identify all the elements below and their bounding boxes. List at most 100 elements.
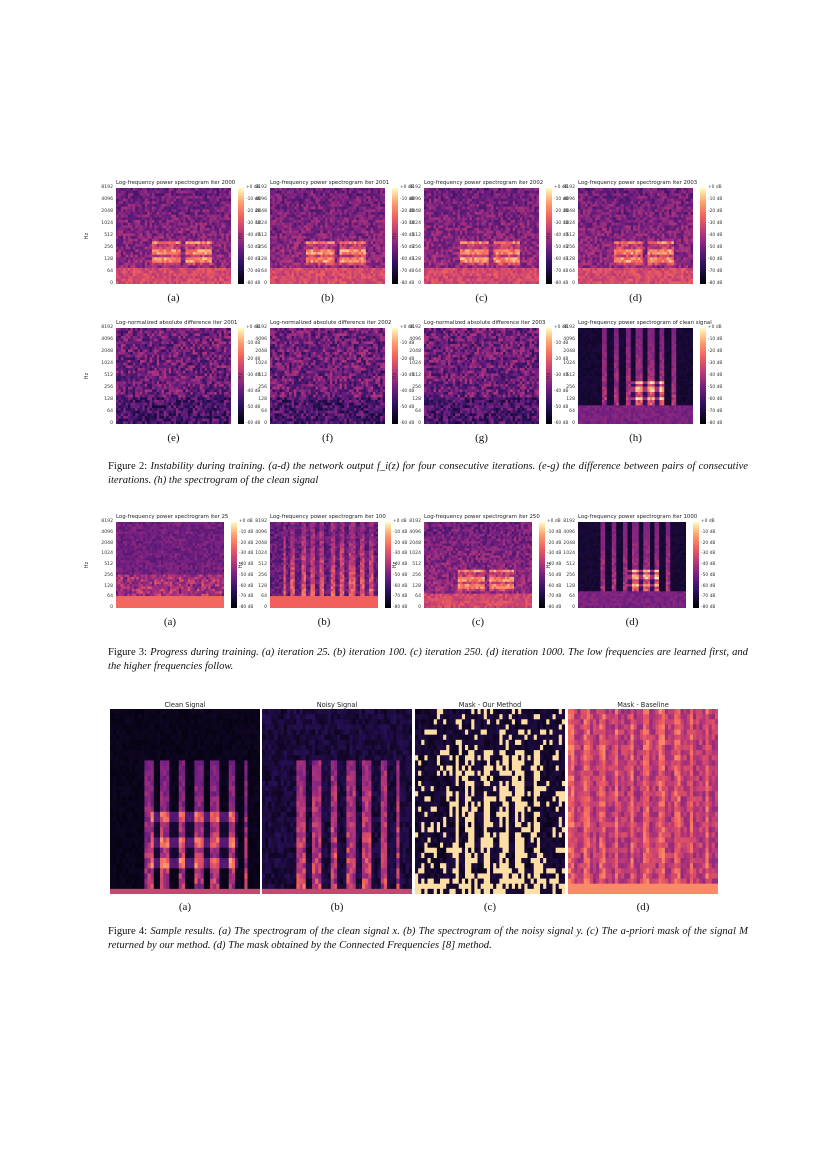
colorbar-tick-label: -30 dB xyxy=(554,221,568,226)
subfigure-label: (b) xyxy=(304,616,344,628)
panel-title: Log-frequency power spectrogram iter 100 xyxy=(270,514,386,520)
y-tick-label: 1024 xyxy=(93,551,113,556)
y-tick-label: 8192 xyxy=(555,325,575,330)
y-tick-label: 64 xyxy=(401,269,421,274)
y-tick-label: 1024 xyxy=(247,361,267,366)
result-spectrogram-image xyxy=(110,709,260,894)
panel-title: Log-frequency power spectrogram iter 200… xyxy=(270,180,389,186)
colorbar-tick-label: -60 dB xyxy=(393,584,407,589)
y-tick-label: 0 xyxy=(93,605,113,610)
colorbar-tick-label: -40 dB xyxy=(708,373,722,378)
subfigure-label: (d) xyxy=(623,901,663,913)
spectrogram-image xyxy=(116,188,231,284)
y-tick-label: 512 xyxy=(93,562,113,567)
colorbar xyxy=(700,328,706,424)
y-tick-label: 128 xyxy=(247,257,267,262)
y-tick-label: 4096 xyxy=(555,530,575,535)
y-axis-label: Hz xyxy=(238,562,244,568)
colorbar-tick-label: -50 dB xyxy=(393,573,407,578)
y-tick-label: 1024 xyxy=(93,221,113,226)
colorbar-tick-label: -50 dB xyxy=(701,573,715,578)
y-axis-label: Hz xyxy=(238,373,244,379)
y-tick-label: 4096 xyxy=(93,530,113,535)
colorbar-tick-label: -60 dB xyxy=(246,421,260,426)
colorbar-tick-label: +0 dB xyxy=(708,185,722,190)
colorbar-tick-label: -40 dB xyxy=(708,233,722,238)
colorbar xyxy=(238,188,244,284)
y-tick-label: 256 xyxy=(401,245,421,250)
y-tick-label: 128 xyxy=(247,584,267,589)
spectrogram-image xyxy=(270,328,385,424)
colorbar-tick-label: -30 dB xyxy=(554,373,568,378)
spectrogram-image xyxy=(578,188,693,284)
colorbar-tick-label: -80 dB xyxy=(708,281,722,286)
colorbar-tick-label: +0 dB xyxy=(554,185,568,190)
colorbar-tick-label: -40 dB xyxy=(400,233,414,238)
y-tick-label: 0 xyxy=(401,421,421,426)
subfigure-label: (c) xyxy=(462,292,502,304)
y-axis-label: Hz xyxy=(84,233,90,239)
colorbar-tick-label: +0 dB xyxy=(400,185,414,190)
y-tick-label: 1024 xyxy=(555,361,575,366)
y-tick-label: 0 xyxy=(555,605,575,610)
y-tick-label: 2048 xyxy=(401,541,421,546)
colorbar xyxy=(546,188,552,284)
spectrogram-panel-fig3-0: Log-frequency power spectrogram iter 25 8… xyxy=(84,514,264,643)
colorbar-tick-label: -40 dB xyxy=(554,233,568,238)
colorbar-tick-label: -70 dB xyxy=(708,269,722,274)
colorbar-tick-label: -10 dB xyxy=(239,530,253,535)
subfigure-label: (c) xyxy=(458,616,498,628)
colorbar-tick-label: -80 dB xyxy=(400,281,414,286)
y-tick-label: 512 xyxy=(555,233,575,238)
colorbar-tick-label: -40 dB xyxy=(547,562,561,567)
colorbar-tick-label: -50 dB xyxy=(554,245,568,250)
y-tick-label: 8192 xyxy=(401,325,421,330)
y-axis-label: Hz xyxy=(392,562,398,568)
colorbar-tick-label: -20 dB xyxy=(701,541,715,546)
y-tick-label: 128 xyxy=(93,584,113,589)
y-tick-label: 128 xyxy=(555,584,575,589)
subfigure-label: (g) xyxy=(462,432,502,444)
spectrogram-panel-fig2-0: Log-frequency power spectrogram iter 200… xyxy=(84,180,271,319)
panel-title: Log-normalized absolute difference iter … xyxy=(424,320,545,326)
subfigure-label: (h) xyxy=(616,432,656,444)
colorbar xyxy=(700,188,706,284)
colorbar-tick-label: -20 dB xyxy=(708,209,722,214)
colorbar-tick-label: -20 dB xyxy=(554,209,568,214)
y-tick-label: 4096 xyxy=(401,197,421,202)
colorbar-tick-label: -60 dB xyxy=(701,584,715,589)
figure-4-caption: Figure 4: Sample results. (a) The spectr… xyxy=(108,925,748,953)
y-tick-label: 4096 xyxy=(401,530,421,535)
y-tick-label: 0 xyxy=(401,605,421,610)
subfigure-label: (f) xyxy=(308,432,348,444)
y-tick-label: 256 xyxy=(93,573,113,578)
colorbar-tick-label: -80 dB xyxy=(547,605,561,610)
colorbar-tick-label: -50 dB xyxy=(708,245,722,250)
y-axis-label: Hz xyxy=(392,373,398,379)
y-tick-label: 2048 xyxy=(93,349,113,354)
panel-title: Mask - Our Method xyxy=(415,701,565,709)
spectrogram-panel-fig2-3: Log-frequency power spectrogram iter 200… xyxy=(546,180,733,319)
spectrogram-panel-fig2-7: Log-frequency power spectrogram of clean… xyxy=(546,320,733,459)
y-tick-label: 512 xyxy=(401,562,421,567)
y-tick-label: 256 xyxy=(401,573,421,578)
colorbar-tick-label: -30 dB xyxy=(393,551,407,556)
figure-2-caption: Figure 2: Instability during training. (… xyxy=(108,460,748,488)
panel-title: Log-frequency power spectrogram iter 250 xyxy=(424,514,540,520)
colorbar-tick-label: -30 dB xyxy=(708,361,722,366)
colorbar-tick-label: -20 dB xyxy=(246,357,260,362)
y-tick-label: 128 xyxy=(555,397,575,402)
y-tick-label: 64 xyxy=(247,409,267,414)
y-tick-label: 8192 xyxy=(555,519,575,524)
colorbar xyxy=(392,188,398,284)
colorbar-tick-label: +0 dB xyxy=(701,519,715,524)
panel-title: Log-normalized absolute difference iter … xyxy=(116,320,237,326)
colorbar-tick-label: -50 dB xyxy=(400,405,414,410)
colorbar-tick-label: +0 dB xyxy=(246,325,260,330)
y-tick-label: 2048 xyxy=(247,209,267,214)
y-tick-label: 2048 xyxy=(247,541,267,546)
colorbar-tick-label: -20 dB xyxy=(239,541,253,546)
y-tick-label: 256 xyxy=(247,245,267,250)
colorbar-tick-label: -20 dB xyxy=(400,209,414,214)
colorbar-tick-label: -80 dB xyxy=(246,281,260,286)
